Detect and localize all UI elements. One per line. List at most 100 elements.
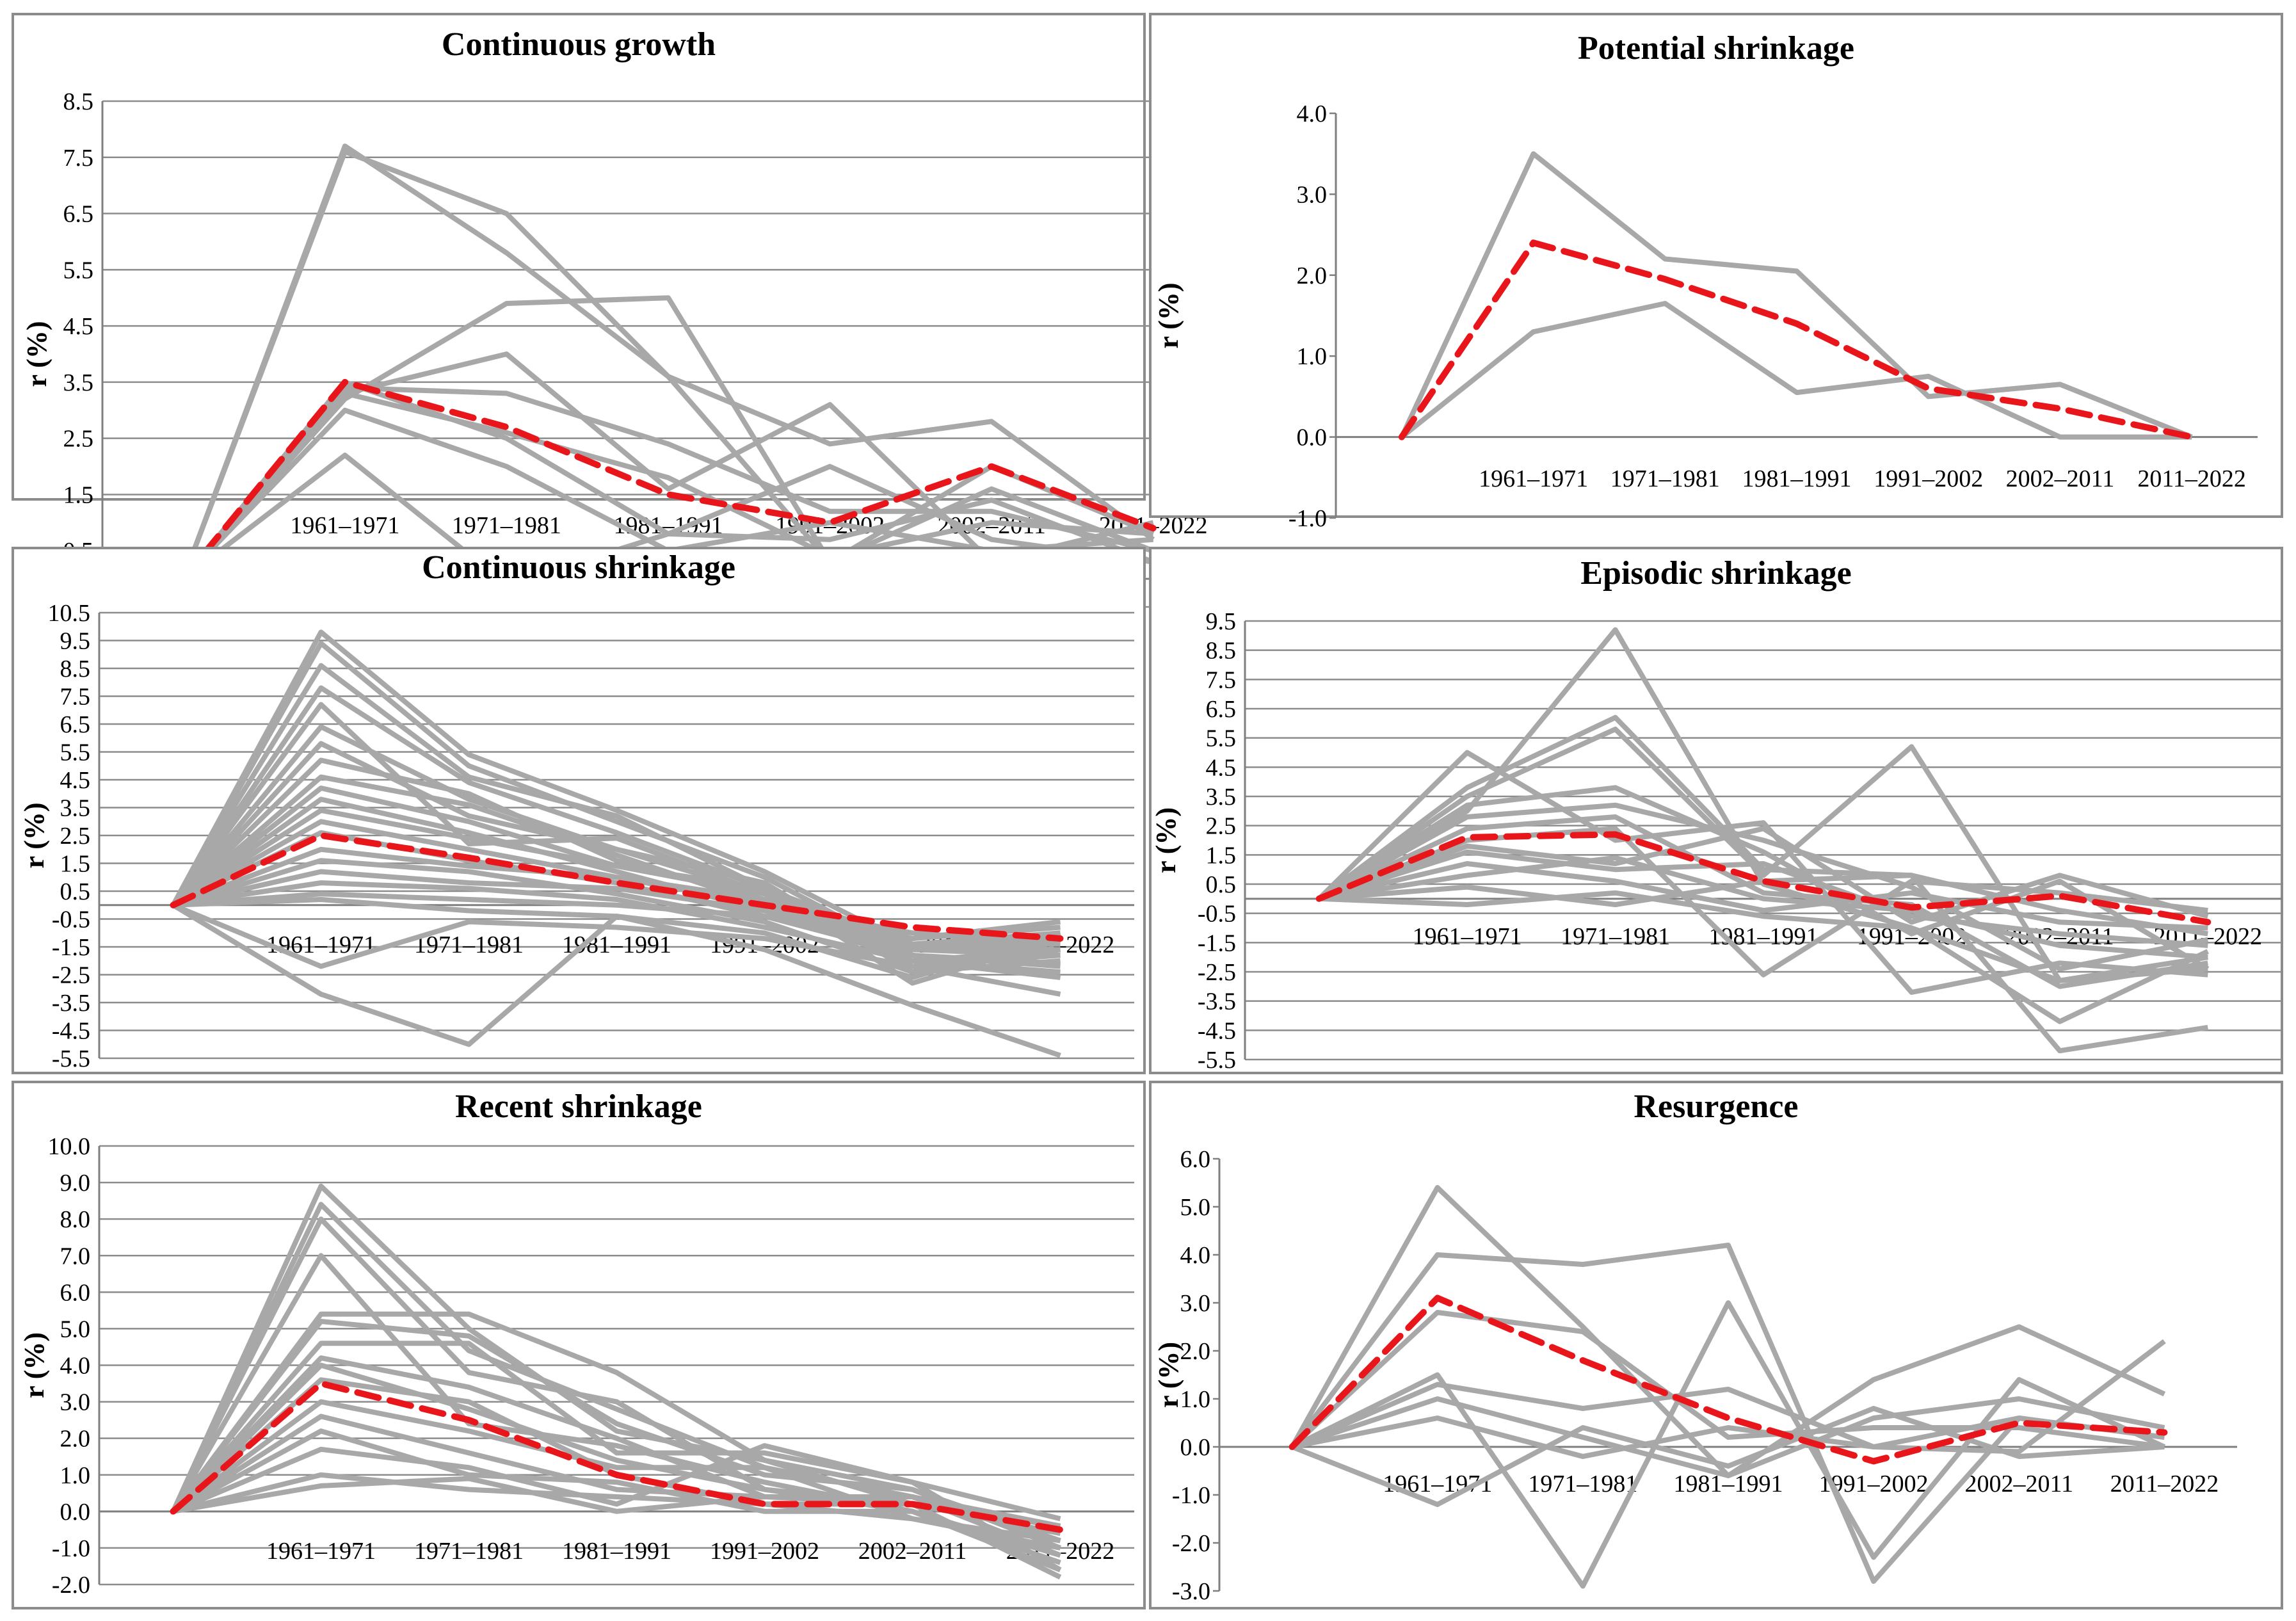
- y-tick-label: 4.5: [60, 767, 91, 794]
- y-tick-label: 4.0: [1297, 101, 1328, 127]
- y-tick-label: 3.0: [1297, 181, 1328, 208]
- x-tick-label: 1991–2002: [710, 1538, 819, 1565]
- y-tick-label: -2.0: [1172, 1530, 1210, 1557]
- series-line: [172, 1443, 1062, 1572]
- series-line: [172, 858, 1061, 975]
- y-tick-label: -1.0: [1172, 1482, 1210, 1509]
- y-tick-label: -1.5: [1198, 930, 1236, 956]
- y-tick-label: -5.5: [52, 1045, 90, 1072]
- panel-border: [12, 1081, 1146, 1609]
- y-tick-label: 3.5: [60, 795, 91, 822]
- x-tick-label: 2002–2011: [1964, 1471, 2073, 1497]
- chart-panel-1: Continuous growth r (%) 8.5 7.5 6.5 5.5 4.5 3.5…: [12, 13, 1234, 621]
- series-line: [1319, 855, 2208, 960]
- y-axis-label: r (%): [1153, 1342, 1184, 1408]
- y-tick-label: 8.5: [63, 88, 94, 115]
- y-tick-label: 8.0: [60, 1206, 91, 1233]
- y-tick-label: 3.5: [63, 369, 94, 396]
- y-tick-label: 0.5: [1206, 871, 1237, 898]
- x-tick-label: 2002–2011: [858, 1538, 967, 1565]
- series-line: [172, 1414, 1061, 1529]
- y-tick-label: 2.5: [63, 426, 94, 453]
- y-tick-label: 6.0: [1180, 1146, 1211, 1173]
- y-tick-label: -2.5: [1198, 959, 1236, 986]
- y-tick-label: 6.5: [63, 201, 94, 228]
- series-line: [1291, 1415, 2165, 1459]
- y-tick-label: 6.5: [60, 711, 91, 738]
- chart-title: Episodic shrinkage: [1580, 555, 1851, 592]
- series-line: [181, 295, 1155, 581]
- chart-title: Potential shrinkage: [1578, 30, 1854, 67]
- chart-panel-4: Episodic shrinkage r (%) 9.5 8.57.5 6.55.54.…: [1149, 547, 2283, 1074]
- x-tick-label: 1961–1971: [290, 512, 399, 539]
- y-tick-label: 5.0: [60, 1316, 91, 1343]
- x-tick-label: 2011–2022: [2137, 465, 2246, 492]
- series-line: [181, 385, 1154, 581]
- y-tick-label: 7.5: [1206, 666, 1237, 693]
- x-tick-label: 1971–1981: [1528, 1471, 1637, 1497]
- y-tick-label: -3.5: [1198, 988, 1236, 1015]
- series-line: [172, 869, 1061, 953]
- y-tick-label: 9.0: [60, 1170, 91, 1197]
- y-axis-label: r (%): [1150, 807, 1182, 873]
- y-tick-label: 1.0: [1297, 343, 1328, 370]
- y-tick-label: 3.5: [1206, 784, 1237, 810]
- y-tick-label: 6.0: [60, 1279, 91, 1306]
- chart-title: Recent shrinkage: [455, 1088, 702, 1125]
- mean-series-line: [1288, 1294, 2168, 1465]
- y-tick-label: 5.5: [60, 739, 91, 766]
- series-line: [1318, 849, 2208, 948]
- panel-border: [1149, 1081, 2283, 1609]
- series-line: [1318, 826, 2208, 978]
- chart-panel-6: Resurgence r (%) 6.0 5.0 4.0 3.0 2.0 1.0 0.0 -1.0…: [1149, 1081, 2283, 1609]
- y-tick-label: 1.0: [60, 1462, 91, 1489]
- y-tick-label: 7.5: [63, 145, 94, 172]
- y-tick-label: -3.5: [52, 990, 90, 1017]
- y-tick-label: -4.5: [52, 1018, 90, 1045]
- series-line: [172, 807, 1061, 947]
- y-tick-label: 9.5: [60, 628, 91, 655]
- y-tick-label: 4.5: [1206, 754, 1237, 781]
- series-line: [170, 629, 1061, 953]
- y-tick-label: 0.5: [60, 878, 91, 905]
- y-tick-label: 1.5: [60, 851, 91, 878]
- x-tick-label: 1961–1971: [1413, 923, 1522, 950]
- y-tick-label: 6.5: [1206, 696, 1237, 723]
- series-line: [1317, 814, 2208, 989]
- y-tick-label: 9.5: [1206, 608, 1237, 635]
- y-tick-label: 2.0: [1180, 1338, 1211, 1365]
- series-line: [1399, 151, 2193, 440]
- y-tick-label: 10.5: [48, 600, 91, 627]
- chart-title: Resurgence: [1634, 1088, 1798, 1125]
- series-line: [1318, 826, 2209, 925]
- x-tick-label: 2002–2011: [2006, 465, 2115, 492]
- mean-series-line: [1315, 831, 2212, 926]
- series-line: [1290, 1300, 2166, 1589]
- y-axis-label: r (%): [19, 1332, 50, 1398]
- series-line: [1291, 1339, 2166, 1455]
- y-tick-label: 0.0: [1297, 424, 1328, 451]
- series-line: [172, 846, 1061, 947]
- chart-title: Continuous growth: [442, 26, 716, 63]
- y-tick-label: 10.0: [48, 1133, 91, 1160]
- x-tick-label: 1971–1981: [414, 931, 524, 958]
- y-axis-label: r (%): [21, 321, 52, 387]
- chart-panel-2: Potential shrinkage r (%) 4.0 3.0 2.0 1.0 0.0 -…: [1149, 13, 2283, 532]
- x-tick-label: 2011–2022: [2110, 1471, 2219, 1497]
- series-line: [1318, 861, 2208, 931]
- y-tick-label: 5.5: [1206, 725, 1237, 752]
- mean-series-line: [180, 378, 1157, 583]
- mean-series-line: [1398, 239, 2196, 440]
- y-tick-label: -5.5: [1198, 1047, 1236, 1074]
- series-line: [171, 1319, 1061, 1551]
- panel-border: [1149, 547, 2283, 1074]
- y-tick-label: 2.5: [1206, 813, 1237, 840]
- chart-panel-5: Recent shrinkage r (%) 10.0 9.0 8.0 7.0 6.0 5.0…: [12, 1081, 1146, 1609]
- x-tick-label: 1991–2002: [1874, 465, 1983, 492]
- series-line: [172, 880, 1061, 964]
- series-line: [1317, 802, 2209, 972]
- mean-series-line: [170, 1380, 1064, 1533]
- y-tick-label: -0.5: [52, 907, 90, 933]
- y-tick-label: 7.5: [60, 684, 91, 711]
